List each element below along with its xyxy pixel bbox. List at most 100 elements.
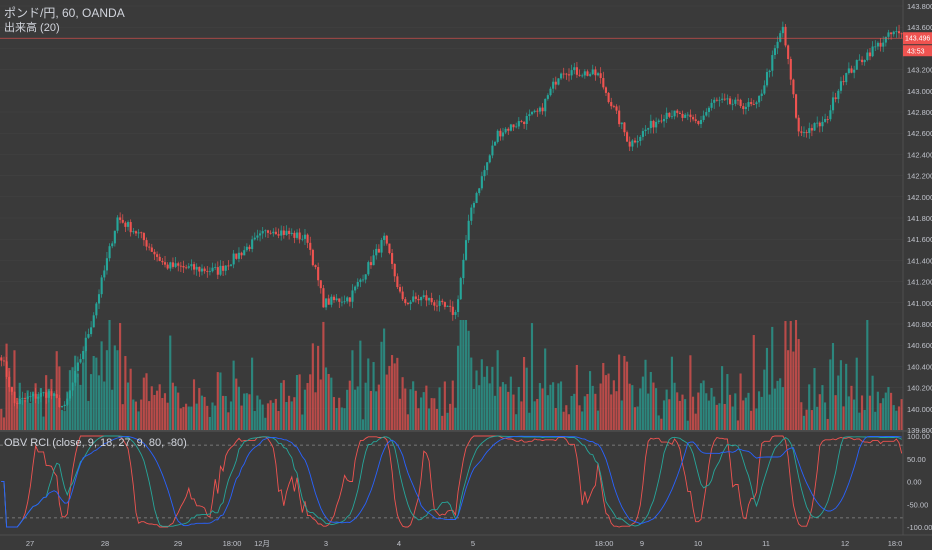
candle-body [607, 92, 610, 103]
candle-body [277, 234, 280, 236]
volume-bar [879, 403, 882, 430]
countdown-tag [903, 45, 932, 57]
volume-bar [631, 385, 634, 430]
volume-bar [821, 385, 824, 430]
candle-body [63, 404, 66, 407]
volume-bar [739, 373, 742, 430]
candle-body [24, 397, 27, 399]
rci-indicator-label[interactable]: OBV RCI (close, 9, 18, 27, 9, 80, -80) [4, 437, 187, 449]
volume-bar [290, 401, 293, 430]
volume-indicator-label[interactable]: 出来高 (20) [4, 22, 60, 34]
volume-bar [618, 354, 621, 430]
volume-bar [346, 389, 349, 430]
candle-body [187, 266, 190, 268]
volume-bar [103, 381, 106, 430]
volume-bar [0, 408, 3, 430]
candle-body [628, 141, 631, 147]
volume-bar [285, 402, 288, 430]
volume-bar [174, 386, 177, 430]
volume-bar [116, 350, 119, 430]
candle-body [470, 207, 473, 221]
candle-body [699, 119, 703, 125]
volume-bar [802, 415, 806, 430]
candle-body [82, 351, 85, 360]
volume-bar [63, 411, 66, 430]
volume-bar [699, 383, 703, 430]
volume-bar [533, 401, 536, 430]
candle-body [266, 230, 270, 233]
candle-body [404, 299, 407, 304]
candle-body [486, 162, 489, 171]
volume-bar [800, 402, 803, 430]
volume-bar [557, 383, 560, 430]
volume-bar [53, 393, 56, 430]
volume-bar [108, 320, 111, 430]
volume-bar [662, 400, 666, 430]
volume-bar [229, 401, 233, 430]
volume-bar [771, 326, 774, 430]
volume-bar [839, 360, 842, 430]
volume-bar [850, 385, 853, 430]
volume-bar [813, 368, 816, 430]
candle-body [768, 70, 771, 73]
candle-body [348, 297, 351, 302]
symbol-title[interactable]: ポンド/円, 60, OANDA [4, 6, 125, 20]
candle-body [657, 120, 660, 122]
candle-body [673, 110, 676, 117]
volume-bar [816, 406, 819, 430]
volume-bar [655, 388, 658, 430]
candle-body [831, 97, 835, 111]
volume-bar [330, 377, 333, 430]
current-price-tag [903, 32, 932, 45]
candle-body [578, 74, 581, 76]
volume-bar [322, 321, 325, 430]
candle-body [66, 398, 69, 405]
volume-bar [818, 394, 821, 430]
candle-body [391, 253, 394, 264]
volume-bar [517, 386, 520, 430]
volume-bar [132, 399, 135, 430]
volume-bar [731, 406, 734, 430]
candle-body [346, 297, 349, 302]
candle-body [641, 131, 644, 137]
candle-body [388, 243, 391, 254]
candle-body [763, 85, 766, 94]
candle-body [240, 252, 243, 256]
candle-body [610, 102, 613, 107]
price-tick-label: 141.000 [907, 299, 932, 308]
candle-body [652, 120, 655, 128]
candle-body [615, 106, 618, 111]
volume-bar [420, 397, 423, 430]
volume-bar [23, 399, 27, 430]
volume-bar [520, 401, 523, 430]
volume-bar [882, 398, 885, 430]
volume-bar [633, 407, 637, 430]
candle-body [251, 239, 254, 250]
volume-bar [702, 380, 705, 430]
candle-body [496, 130, 499, 142]
candle-body [554, 81, 557, 85]
candle-body [499, 130, 502, 137]
candle-body [565, 73, 568, 75]
candle-body [153, 251, 156, 255]
volume-bar [235, 378, 238, 430]
candle-body [87, 334, 90, 338]
volume-bar [847, 396, 850, 430]
volume-bar [578, 405, 581, 430]
candle-body [293, 232, 296, 238]
candle-body [713, 99, 716, 103]
candle-body [544, 98, 547, 112]
candle-body [594, 69, 597, 76]
volume-bar [393, 363, 396, 430]
volume-bar [60, 409, 64, 430]
candle-body [343, 301, 346, 303]
candle-body [866, 52, 869, 61]
candle-body [694, 119, 697, 122]
volume-bar [113, 345, 116, 430]
candle-body [557, 78, 560, 85]
candle-body [599, 73, 602, 79]
volume-bar [232, 360, 235, 430]
candle-body [119, 217, 122, 220]
volume-bar [187, 406, 190, 430]
